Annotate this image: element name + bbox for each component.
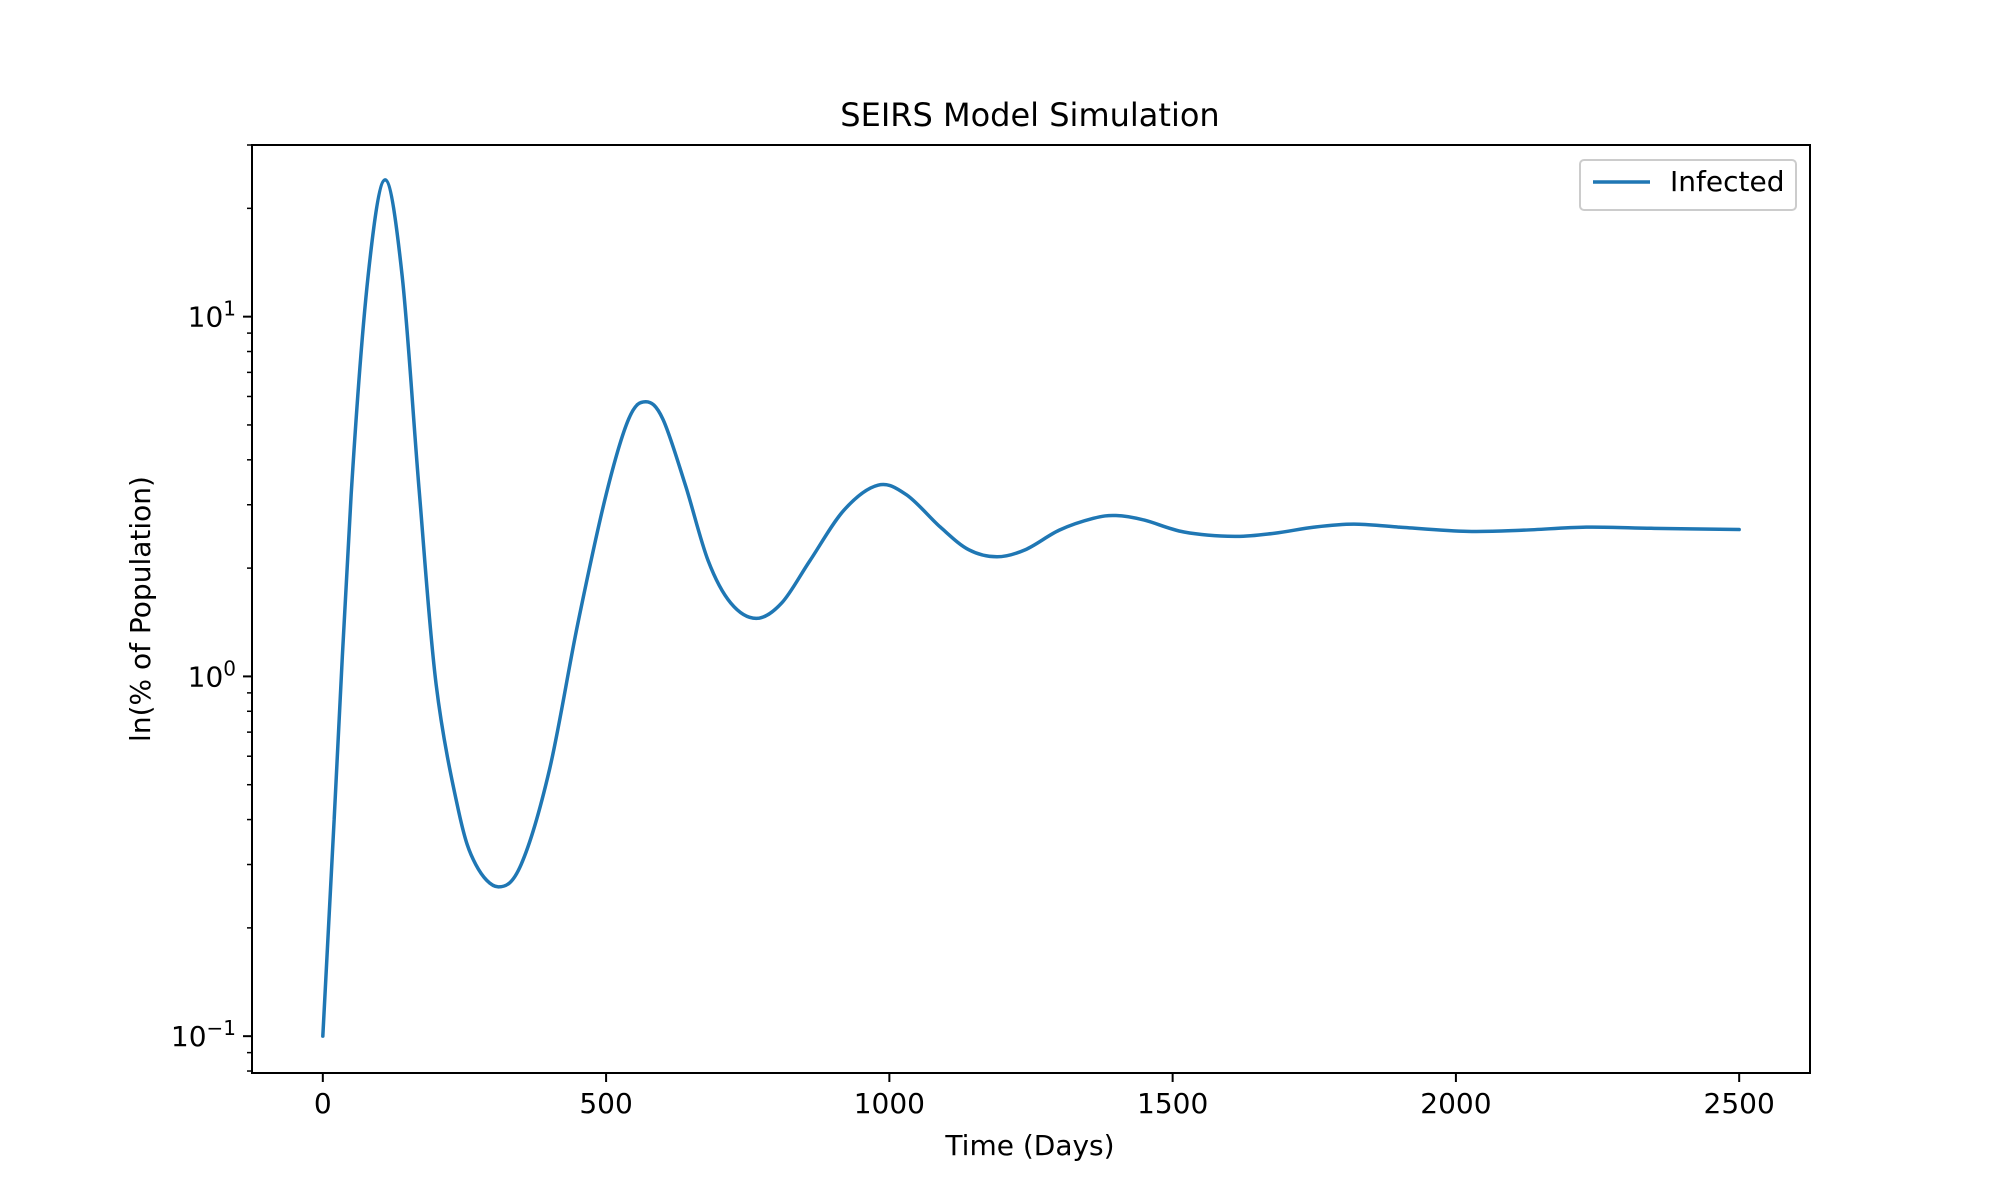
x-axis: 0 500 1000 1500 2000 2500	[314, 1073, 1775, 1120]
y-tick-label-exponent: −1	[207, 1016, 236, 1040]
x-tick-label: 1500	[1137, 1087, 1208, 1120]
y-tick-label: 10−1	[171, 1016, 236, 1053]
x-axis-label: Time (Days)	[944, 1129, 1114, 1162]
x-tick-label: 500	[579, 1087, 632, 1120]
series-layer	[321, 178, 1741, 1038]
y-tick-label-base: 10	[188, 660, 224, 693]
y-tick-label-exponent: 0	[223, 656, 236, 680]
y-tick-label-exponent: 1	[223, 297, 236, 321]
chart-title: SEIRS Model Simulation	[840, 96, 1219, 134]
plot-area	[251, 144, 1811, 1074]
x-tick-label: 0	[314, 1087, 332, 1120]
y-tick-label: 101	[188, 297, 236, 334]
y-tick-label-base: 10	[188, 301, 224, 334]
y-axis-label: ln(% of Population)	[124, 476, 157, 742]
y-tick-label-base: 10	[171, 1020, 207, 1053]
x-tick-label: 1000	[854, 1087, 925, 1120]
x-tick-label: 2000	[1420, 1087, 1491, 1120]
series-line-infected	[321, 178, 1741, 1038]
y-tick-label: 100	[188, 656, 236, 693]
legend-box	[1579, 159, 1797, 211]
legend-label-infected: Infected	[1670, 165, 1784, 198]
x-tick-label: 2500	[1704, 1087, 1775, 1120]
plot-frame	[251, 144, 1811, 1074]
legend: Infected	[1579, 159, 1797, 211]
